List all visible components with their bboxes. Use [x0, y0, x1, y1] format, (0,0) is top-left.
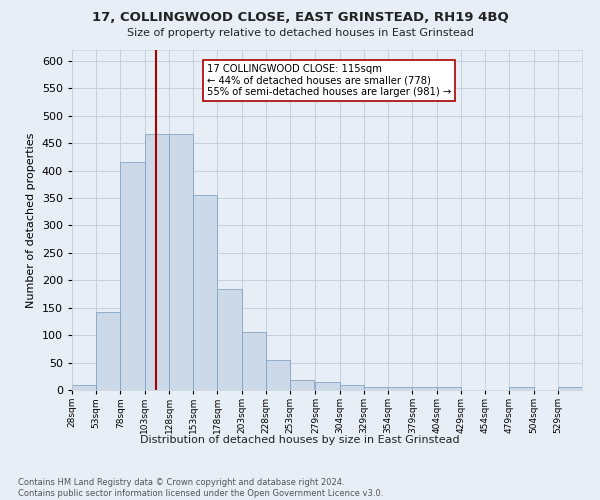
Text: Contains HM Land Registry data © Crown copyright and database right 2024.
Contai: Contains HM Land Registry data © Crown c…: [18, 478, 383, 498]
Bar: [242, 332, 266, 390]
Bar: [364, 388, 388, 390]
Y-axis label: Number of detached properties: Number of detached properties: [26, 132, 36, 308]
Bar: [290, 380, 314, 390]
Bar: [437, 388, 461, 390]
Bar: [121, 162, 145, 390]
Bar: [412, 388, 437, 390]
Bar: [509, 388, 533, 390]
Text: Distribution of detached houses by size in East Grinstead: Distribution of detached houses by size …: [140, 435, 460, 445]
Bar: [169, 134, 193, 390]
Text: Size of property relative to detached houses in East Grinstead: Size of property relative to detached ho…: [127, 28, 473, 38]
Bar: [145, 134, 169, 390]
Text: 17, COLLINGWOOD CLOSE, EAST GRINSTEAD, RH19 4BQ: 17, COLLINGWOOD CLOSE, EAST GRINSTEAD, R…: [92, 11, 508, 24]
Bar: [558, 388, 582, 390]
Bar: [193, 196, 217, 390]
Bar: [72, 384, 96, 390]
Bar: [266, 360, 290, 390]
Bar: [316, 382, 340, 390]
Bar: [217, 288, 242, 390]
Bar: [340, 384, 364, 390]
Text: 17 COLLINGWOOD CLOSE: 115sqm
← 44% of detached houses are smaller (778)
55% of s: 17 COLLINGWOOD CLOSE: 115sqm ← 44% of de…: [207, 64, 451, 97]
Bar: [388, 388, 412, 390]
Bar: [96, 312, 121, 390]
